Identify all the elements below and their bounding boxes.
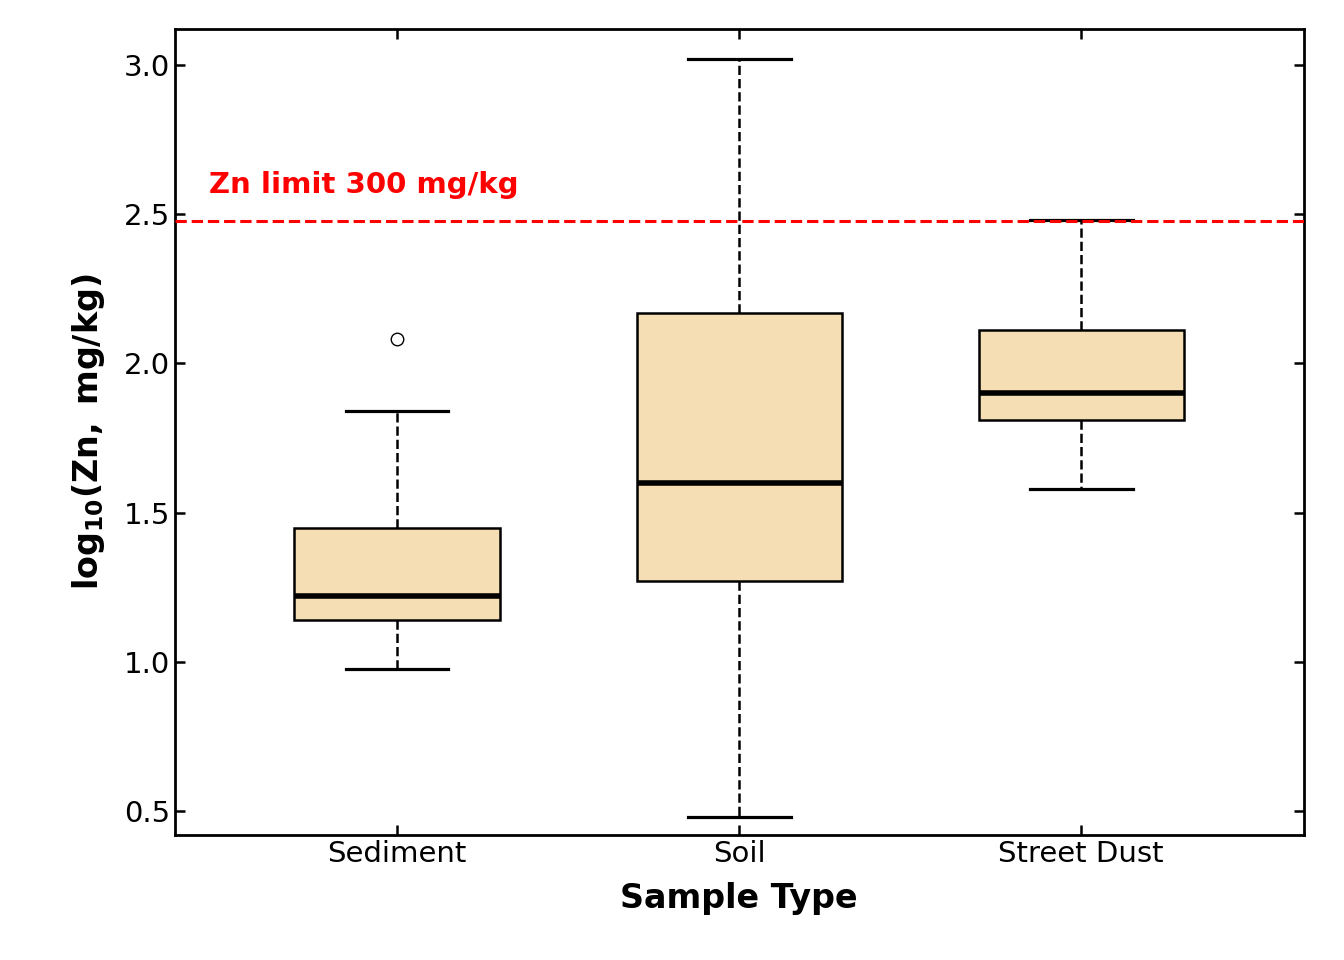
PathPatch shape xyxy=(294,528,500,620)
PathPatch shape xyxy=(978,330,1184,420)
X-axis label: Sample Type: Sample Type xyxy=(621,882,857,915)
PathPatch shape xyxy=(637,313,841,582)
Text: Zn limit 300 mg/kg: Zn limit 300 mg/kg xyxy=(208,171,519,199)
Y-axis label: $\mathbf{log_{10}(Zn,\ mg/kg)}$: $\mathbf{log_{10}(Zn,\ mg/kg)}$ xyxy=(70,274,106,590)
